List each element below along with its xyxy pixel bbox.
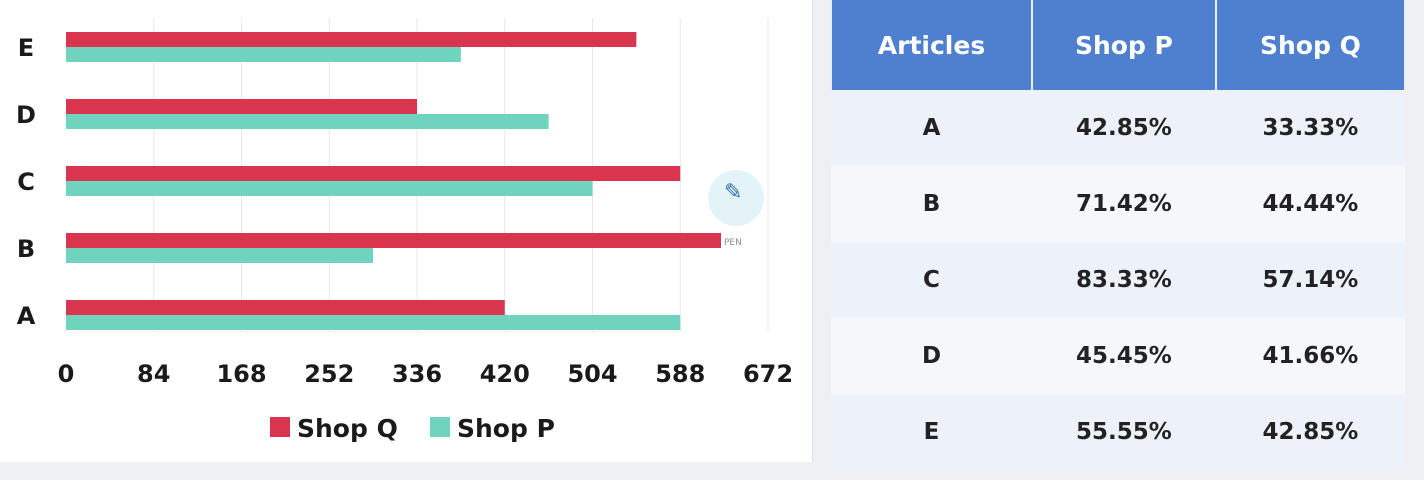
bar — [66, 47, 461, 62]
bar — [66, 99, 417, 114]
row-shop-p: 83.33% — [1032, 242, 1216, 318]
y-category-label: A — [17, 302, 36, 330]
row-shop-p: 55.55% — [1032, 394, 1216, 470]
bar-chart: 0 84 168 252 336 420 504 588 672 A B C D E Shop Q Shop … — [16, 18, 793, 443]
legend-label: Shop Q — [297, 414, 398, 443]
x-tick-label: 252 — [304, 360, 354, 388]
row-shop-p: 71.42% — [1032, 166, 1216, 242]
row-article: D — [831, 318, 1032, 394]
x-tick-label: 672 — [743, 360, 793, 388]
bar — [66, 32, 637, 47]
row-article: B — [831, 166, 1032, 242]
table-row: C 83.33% 57.14% — [831, 242, 1405, 318]
bar — [66, 300, 505, 315]
x-tick-label: 336 — [392, 360, 442, 388]
percentage-table: Articles Shop P Shop Q A 42.85% 33.33% B… — [830, 0, 1407, 470]
x-tick-label: 504 — [567, 360, 617, 388]
table-row: D 45.45% 41.66% — [831, 318, 1405, 394]
x-tick-label: 0 — [58, 360, 75, 388]
header-shop-p: Shop P — [1031, 0, 1217, 90]
x-tick-label: 588 — [655, 360, 705, 388]
bar — [66, 315, 681, 330]
row-shop-q: 57.14% — [1215, 242, 1405, 318]
bar — [66, 233, 721, 248]
table-header-row: Articles Shop P Shop Q — [830, 0, 1407, 90]
header-shop-q: Shop Q — [1214, 0, 1407, 90]
table-row: A 42.85% 33.33% — [831, 90, 1405, 166]
row-shop-p: 42.85% — [1032, 90, 1216, 166]
table-row: E 55.55% 42.85% — [831, 394, 1405, 470]
legend-swatch — [430, 417, 450, 437]
row-shop-p: 45.45% — [1032, 318, 1216, 394]
row-article: E — [831, 394, 1032, 470]
pen-label: PEN — [724, 238, 742, 248]
header-articles: Articles — [830, 0, 1033, 90]
x-tick-label: 420 — [480, 360, 530, 388]
y-category-label: E — [18, 34, 34, 62]
bar — [66, 181, 593, 196]
y-category-label: C — [17, 168, 35, 196]
row-article: C — [831, 242, 1032, 318]
row-shop-q: 42.85% — [1215, 394, 1405, 470]
bar — [66, 166, 681, 181]
pen-icon: ✎ — [724, 180, 743, 205]
x-tick-label: 84 — [137, 360, 170, 388]
row-shop-q: 41.66% — [1215, 318, 1405, 394]
bar — [66, 248, 374, 263]
x-tick-label: 168 — [216, 360, 266, 388]
pen-badge[interactable]: ✎ PEN — [708, 170, 764, 248]
data-table-panel: Articles Shop P Shop Q A 42.85% 33.33% B… — [830, 0, 1407, 470]
y-category-label: B — [17, 235, 35, 263]
legend-swatch — [270, 417, 290, 437]
y-category-label: D — [16, 101, 36, 129]
row-shop-q: 33.33% — [1215, 90, 1405, 166]
bar — [66, 114, 549, 129]
row-shop-q: 44.44% — [1215, 166, 1405, 242]
row-article: A — [831, 90, 1032, 166]
table-row: B 71.42% 44.44% — [831, 166, 1405, 242]
chart-panel: 0 84 168 252 336 420 504 588 672 A B C D E Shop Q Shop … — [0, 0, 813, 462]
legend-label: Shop P — [457, 414, 555, 443]
